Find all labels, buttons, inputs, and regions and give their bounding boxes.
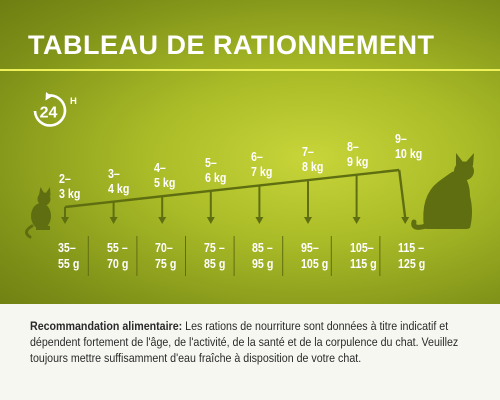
portion-label-top: 95– [301, 240, 319, 255]
weight-label: 7– 8 kg [302, 144, 323, 174]
scale-arrow [158, 217, 167, 224]
weight-label-bottom: 8 kg [302, 159, 324, 175]
scale-arrow [255, 217, 264, 224]
portion-label-bottom: 85 g [203, 256, 226, 271]
portion-label: 35– 55 g [58, 240, 79, 272]
24h-clock-icon: 24 H [33, 92, 77, 127]
weight-scale [25, 153, 474, 276]
portion-label-top: 70– [155, 240, 173, 255]
weight-label: 6– 7 kg [251, 149, 272, 179]
portion-label-bottom: 75 g [155, 256, 177, 271]
small-cat-icon [25, 187, 51, 239]
portion-label-bottom: 105 g [301, 256, 329, 271]
portion-label-bottom: 70 g [106, 256, 128, 271]
weight-label: 4– 5 kg [154, 160, 175, 190]
note-heading: Recommandation alimentaire: [30, 319, 183, 333]
title-underline [0, 69, 500, 71]
portion-label-top: 55 – [106, 240, 128, 255]
weight-label: 3– 4 kg [108, 166, 129, 196]
portion-label: 55 –70 g [107, 240, 128, 272]
weight-label-bottom: 7 kg [251, 164, 273, 180]
green-panel: TABLEAU DE RATIONNEMENT 24 H [0, 0, 500, 304]
weight-label-top: 3– [107, 165, 120, 181]
portion-label: 105– 115 g [350, 240, 377, 272]
portion-label-top: 75 – [203, 240, 225, 255]
portion-label: 70– 75 g [155, 240, 176, 272]
weight-label-bottom: 3 kg [59, 186, 81, 201]
badge-number: 24 [40, 105, 58, 122]
weight-label: 8– 9 kg [347, 139, 368, 169]
portion-label-top: 35– [58, 240, 76, 255]
scale-arrow [109, 217, 118, 224]
feeding-note: Recommandation alimentaire: Les rations … [30, 318, 478, 366]
portion-label-top: 85 – [252, 240, 274, 255]
weight-label: 5– 6 kg [205, 155, 226, 185]
weight-label-top: 7– [302, 144, 314, 160]
weight-label-top: 8– [346, 138, 359, 154]
weight-label-top: 6– [251, 149, 264, 165]
portion-label: 95– 105 g [301, 240, 328, 272]
weight-label-top: 9– [395, 131, 408, 146]
large-cat-icon [411, 153, 474, 230]
portion-label-top: 105– [349, 240, 374, 255]
portion-label-bottom: 95 g [252, 256, 274, 271]
weight-label: 2– 3 kg [59, 171, 80, 201]
scale-arrow [352, 217, 361, 224]
weight-label-top: 2– [59, 171, 71, 186]
weight-label-bottom: 9 kg [346, 153, 368, 169]
portion-label-bottom: 115 g [349, 256, 377, 271]
weight-label-bottom: 6 kg [204, 169, 227, 185]
scale-end-line [398, 169, 407, 219]
scale-arrow [304, 217, 312, 224]
weight-label-top: 4– [154, 160, 167, 176]
weight-label-bottom: 10 kg [395, 146, 423, 161]
weight-label: 9– 10 kg [395, 131, 422, 161]
weight-label-top: 5– [204, 154, 217, 170]
weight-label-bottom: 4 kg [107, 180, 129, 196]
portion-label: 85 –95 g [252, 240, 273, 272]
portion-label: 75 –85 g [204, 240, 225, 272]
portion-label-bottom: 125 g [398, 256, 426, 271]
note-body: Les rations de nourriture sont données à… [30, 319, 459, 365]
portion-label: 115 –125 g [398, 240, 425, 272]
scale-arrow [401, 217, 410, 224]
page-title: TABLEAU DE RATIONNEMENT [28, 30, 435, 60]
scale-slope-line [64, 168, 400, 209]
scale-arrow [61, 217, 69, 224]
badge-suffix: H [70, 96, 77, 107]
portion-label-top: 115 – [398, 240, 425, 255]
portion-label-bottom: 55 g [58, 256, 80, 271]
weight-label-bottom: 5 kg [154, 175, 176, 191]
scale-arrow [206, 217, 215, 224]
